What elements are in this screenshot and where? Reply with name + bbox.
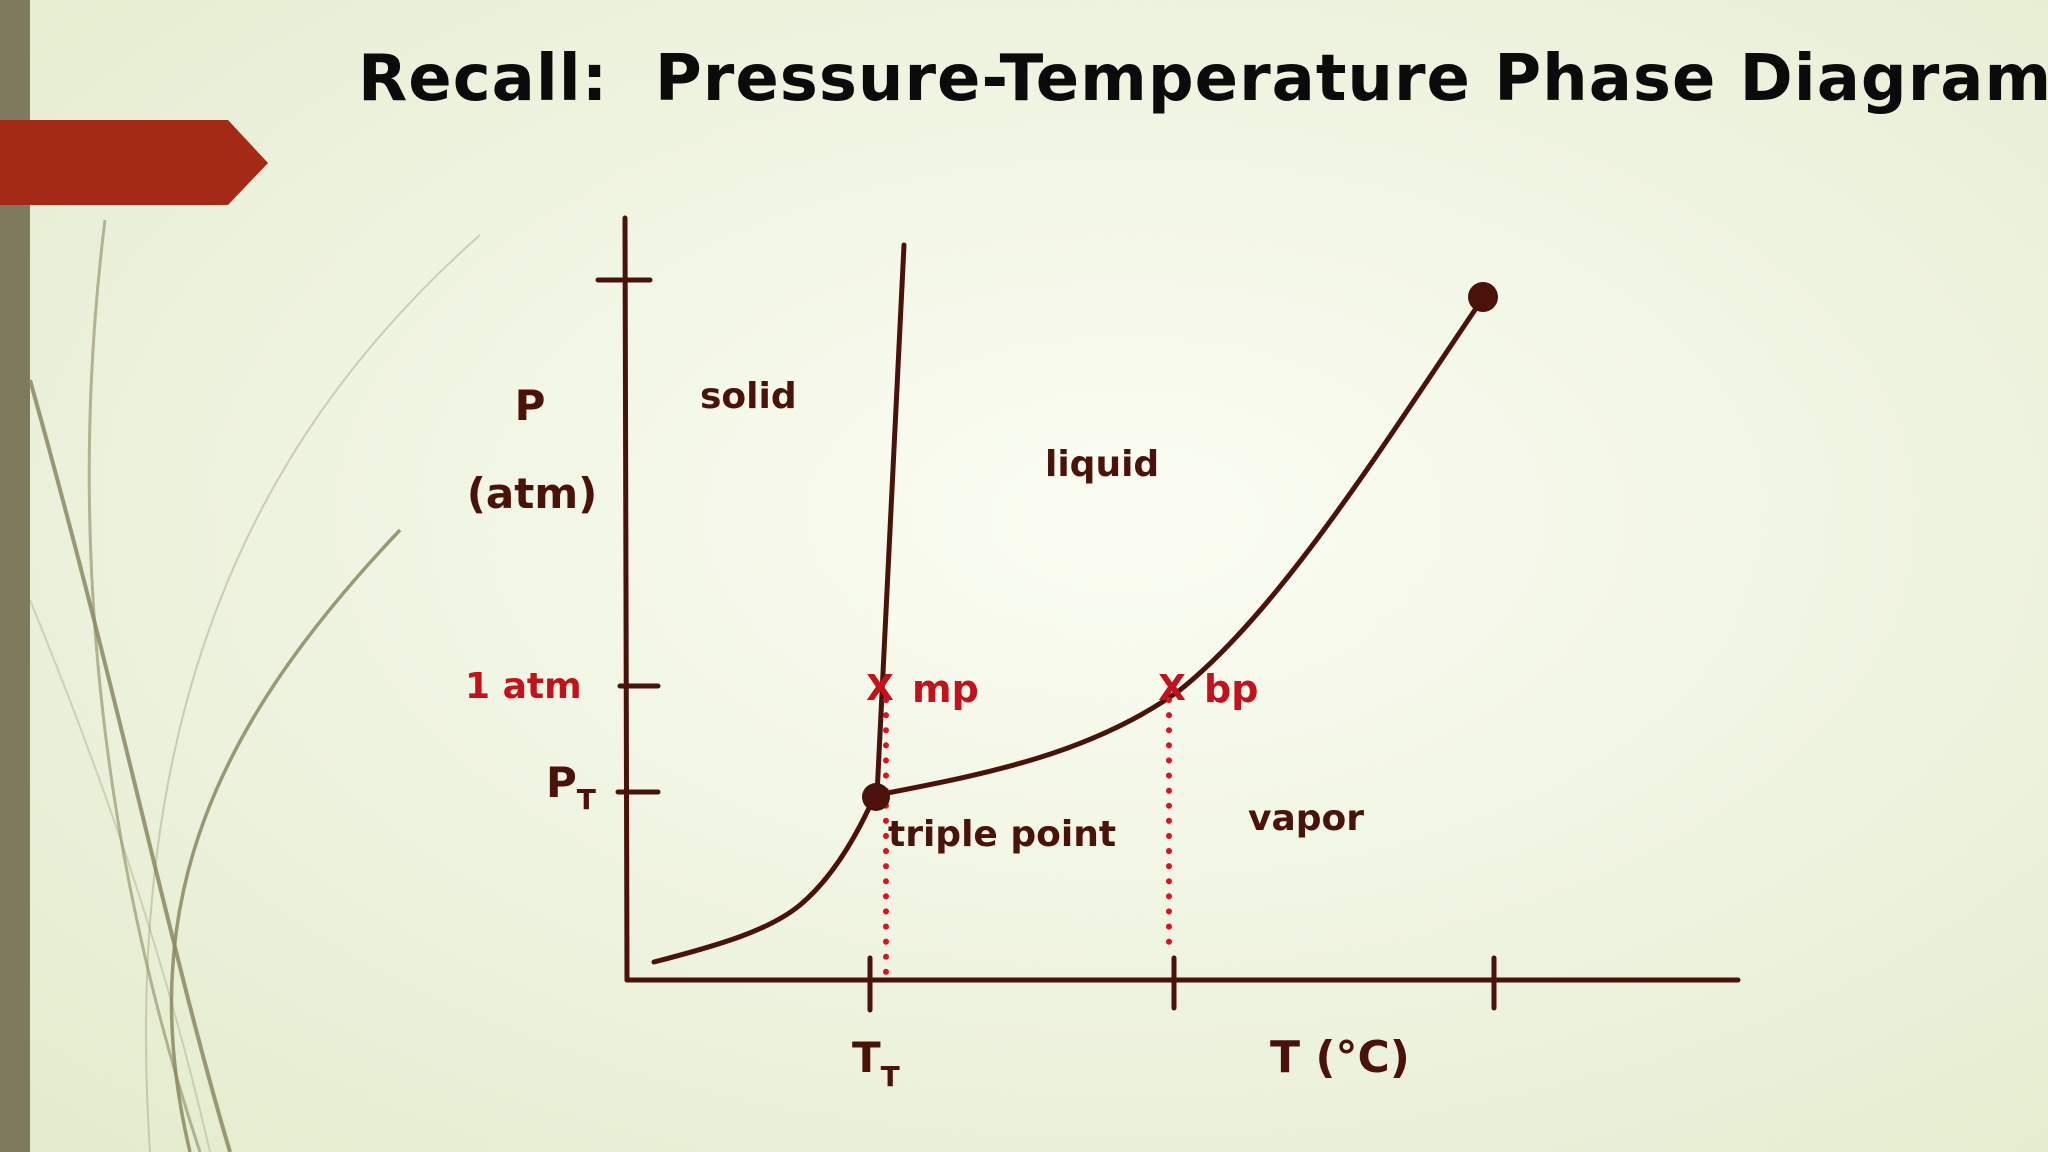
- y-tick-label-pt: PT: [546, 758, 596, 816]
- region-liquid: liquid: [1045, 444, 1159, 485]
- bp-marker: X: [1158, 668, 1186, 709]
- phase-curves: [651, 242, 1486, 965]
- accent-arrow-banner: [0, 120, 268, 205]
- mp-marker: X: [866, 668, 894, 709]
- guide-lines: [883, 697, 1172, 978]
- x-axis-label: T (°C): [1270, 1032, 1410, 1083]
- x-tick-label-tt: TT: [852, 1033, 900, 1093]
- vaporization-curve: [874, 295, 1486, 798]
- triple-point-label: triple point: [888, 814, 1116, 855]
- axes: [595, 215, 1741, 1013]
- melting-curve: [874, 242, 907, 798]
- critical-point-dot: [1468, 282, 1498, 312]
- bp-label: bp: [1204, 667, 1258, 711]
- y-axis-unit: (atm): [467, 469, 598, 518]
- decorative-swoosh: [28, 219, 481, 1152]
- y-axis-label: P: [515, 381, 546, 430]
- y-tick-label-1atm: 1 atm: [465, 666, 582, 707]
- sublimation-curve: [651, 792, 878, 965]
- region-solid: solid: [700, 376, 797, 417]
- triple-point-dot: [862, 783, 890, 811]
- y-axis: [622, 215, 630, 983]
- mp-label: mp: [912, 667, 979, 711]
- region-vapor: vapor: [1248, 798, 1364, 839]
- slide-title: Recall: Pressure-Temperature Phase Diagr…: [358, 42, 2048, 116]
